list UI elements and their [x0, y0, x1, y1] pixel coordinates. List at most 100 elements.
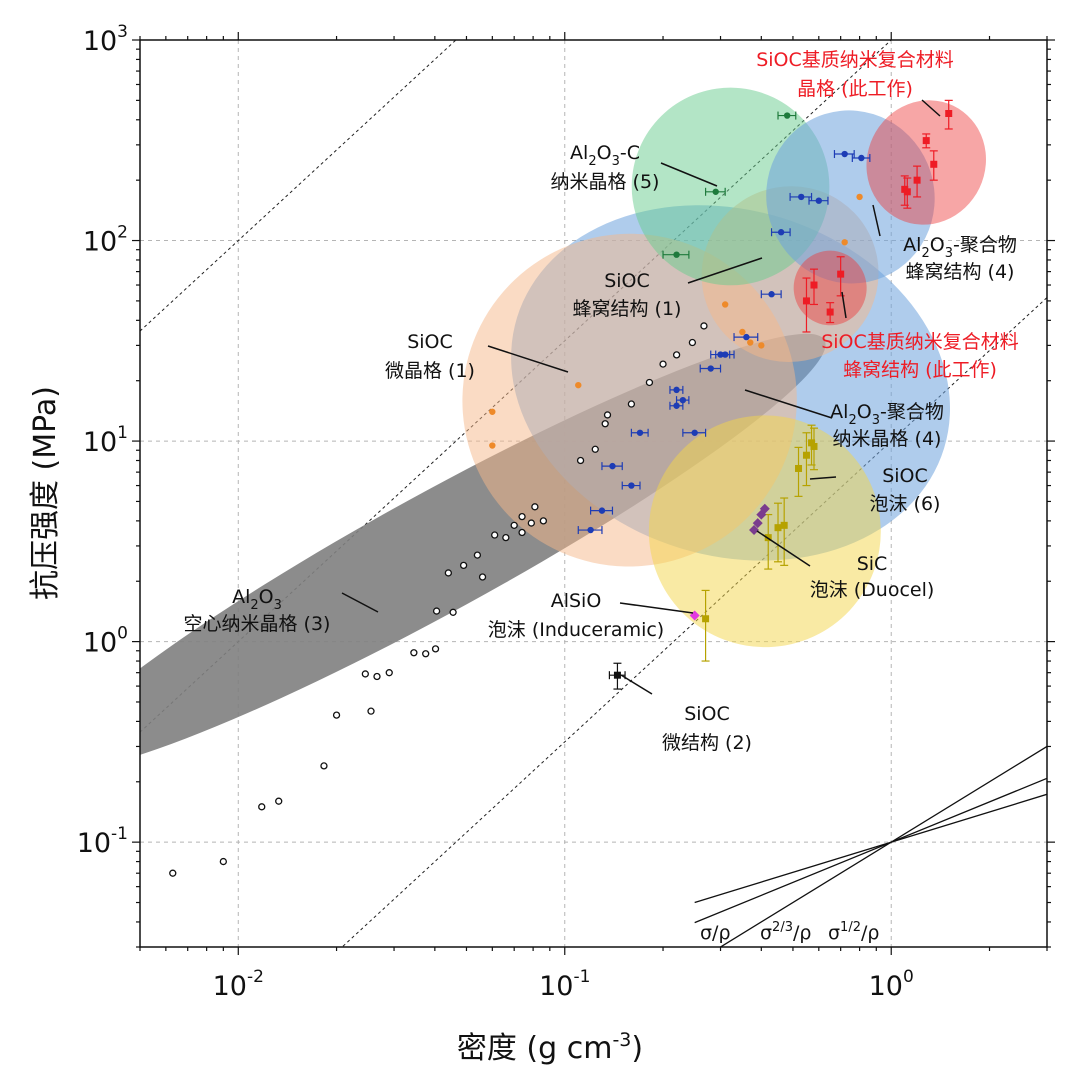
point-5-3	[780, 521, 788, 529]
point-1-4	[636, 429, 644, 436]
point-5-0	[702, 615, 710, 623]
point-0-15	[449, 608, 457, 616]
point-4-8	[930, 160, 938, 168]
annotation-sioc-microstructure: SiOC 微结构 (2)	[662, 703, 752, 754]
point-4-1	[810, 281, 818, 289]
svg-text:微结构 (2): 微结构 (2)	[662, 732, 752, 754]
point-0-18	[478, 573, 487, 581]
scaling-lines	[694, 745, 1047, 947]
svg-text:纳米晶格 (4): 纳米晶格 (4)	[833, 428, 942, 450]
x-axis-title: 密度 (g cm-3)	[457, 1029, 643, 1066]
point-0-17	[473, 551, 482, 559]
point-1-17	[841, 150, 848, 158]
plot-frame	[139, 39, 1048, 948]
x-tick-label-2: 100	[869, 967, 914, 1002]
point-0-5	[332, 711, 341, 719]
point-1-3	[628, 482, 635, 489]
point-1-6	[673, 386, 680, 394]
point-0-6	[367, 707, 375, 715]
point-1-9	[707, 365, 714, 372]
dashed-line-2	[140, 40, 457, 332]
leader-line-3	[687, 257, 763, 284]
point-6-1	[752, 518, 763, 529]
y-axis-title: 抗压强度 (MPa)	[28, 386, 63, 600]
point-0-11	[422, 650, 430, 658]
annotation-honeycomb-this-work: SiOC基质纳米复合材料 蜂窝结构 (此工作)	[821, 331, 1019, 381]
point-0-7	[361, 670, 369, 678]
point-0-27	[576, 456, 585, 465]
point-0-0	[169, 869, 177, 877]
leader-line-10	[341, 592, 379, 613]
point-5-5	[802, 451, 810, 459]
svg-text:SiOC基质纳米复合材料: SiOC基质纳米复合材料	[821, 331, 1019, 353]
svg-text:蜂窝结构 (此工作): 蜂窝结构 (此工作)	[843, 359, 997, 381]
point-2-8	[856, 193, 863, 201]
guide-label-1: σ/ρ	[700, 922, 731, 944]
point-0-12	[431, 645, 440, 653]
point-2-4	[739, 328, 746, 336]
point-1-1	[598, 507, 606, 514]
svg-text:泡沫 (Induceramic): 泡沫 (Induceramic)	[488, 619, 664, 641]
point-1-5	[673, 402, 680, 409]
y-tick-label-3: 102	[83, 223, 128, 258]
point-6-0	[749, 525, 760, 536]
ellipse-blue-honey	[766, 110, 935, 284]
axis-ticks: 10-2 10-1 100 10-1 100 101 102 103	[77, 22, 1055, 1002]
point-4-2	[826, 308, 834, 316]
data-points	[169, 99, 953, 877]
svg-text:Al2O3-C: Al2O3-C	[570, 142, 640, 169]
svg-text:空心纳米晶格 (3): 空心纳米晶格 (3)	[184, 613, 331, 635]
y-tick-label-4: 103	[83, 22, 128, 57]
svg-text:SiOC: SiOC	[407, 331, 453, 353]
y-tick-label-0: 10-1	[77, 824, 128, 859]
point-0-2	[258, 803, 266, 811]
svg-text:Al2O3-聚合物: Al2O3-聚合物	[903, 234, 1017, 261]
point-4-3	[837, 270, 845, 278]
svg-text:SiOC基质纳米复合材料: SiOC基质纳米复合材料	[756, 49, 954, 71]
annotation-sic-foam: SiC 泡沫 (Duocel)	[810, 553, 935, 601]
leader-line-7	[809, 476, 837, 480]
point-1-18	[858, 154, 865, 162]
point-0-36	[700, 322, 708, 330]
point-2-5	[747, 339, 754, 346]
leader-line-4	[487, 345, 569, 373]
point-0-22	[518, 528, 526, 537]
point-1-11	[721, 351, 729, 358]
leader-line-2	[872, 204, 881, 237]
point-1-2	[609, 462, 616, 470]
annotation-sioc-honeycomb: SiOC 蜂窝结构 (1)	[573, 270, 682, 320]
point-4-9	[945, 110, 953, 118]
svg-text:SiOC: SiOC	[684, 703, 730, 725]
point-0-26	[539, 517, 548, 525]
leader-line-5	[841, 291, 847, 319]
point-5-7	[810, 442, 818, 450]
leader-line-6	[744, 389, 833, 419]
point-4-6	[913, 176, 921, 184]
point-1-15	[798, 193, 805, 201]
point-0-16	[459, 561, 468, 570]
x-tick-label-1: 10-1	[539, 967, 590, 1002]
point-2-0	[489, 408, 496, 415]
annotation-alsio-foam: AlSiO 泡沫 (Induceramic)	[488, 590, 664, 641]
svg-text:晶格 (此工作): 晶格 (此工作)	[797, 78, 913, 100]
svg-text:蜂窝结构 (1): 蜂窝结构 (1)	[573, 298, 682, 320]
point-0-25	[531, 503, 539, 511]
guide-label-2: σ2/3/ρ	[760, 920, 811, 944]
point-0-34	[672, 351, 681, 359]
point-0-23	[518, 512, 526, 521]
point-0-4	[320, 762, 328, 770]
svg-text:SiOC: SiOC	[604, 270, 650, 292]
point-0-14	[444, 569, 453, 577]
point-1-12	[743, 333, 750, 341]
svg-text:SiC: SiC	[857, 553, 888, 575]
point-2-2	[575, 381, 582, 389]
scaling-line-0	[719, 745, 1047, 947]
y-tick-label-2: 101	[83, 423, 128, 458]
point-1-13	[768, 291, 775, 298]
annotation-lattice-this-work: SiOC基质纳米复合材料 晶格 (此工作)	[756, 49, 954, 100]
point-0-33	[659, 360, 667, 368]
point-6-3	[759, 503, 770, 514]
leader-line-11	[620, 674, 653, 695]
x-tick-label-0: 10-2	[213, 967, 264, 1002]
